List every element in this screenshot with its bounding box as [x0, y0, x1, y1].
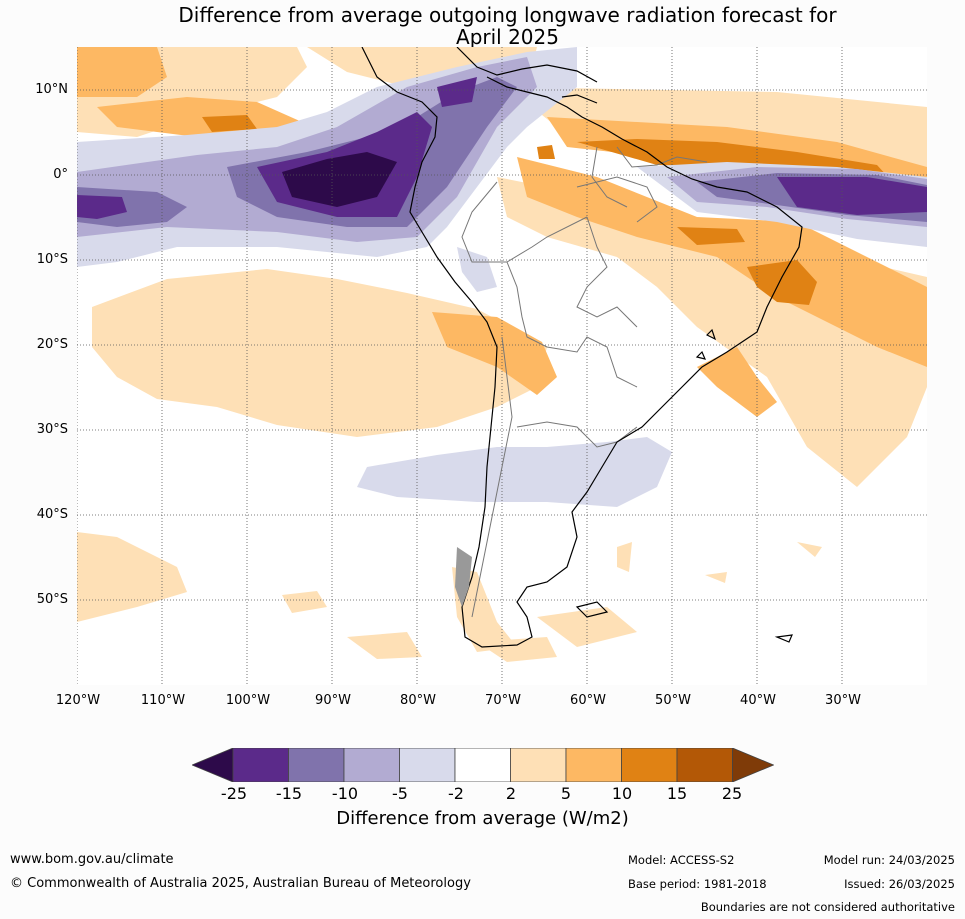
cbar-tick-neg10: -10	[331, 784, 359, 803]
copyright-text: © Commonwealth of Australia 2025, Austra…	[10, 876, 471, 891]
lon-label-30w: 30°W	[825, 693, 861, 708]
map-panel	[77, 47, 927, 685]
title-line-2: April 2025	[456, 25, 559, 49]
model-text: Model: ACCESS-S2	[628, 853, 735, 867]
lat-label-10s: 10°S	[36, 252, 68, 267]
cbar-tick-neg25: -25	[220, 784, 248, 803]
colorbar-segment	[399, 748, 456, 782]
colorbar-segment	[510, 748, 567, 782]
graticule	[77, 47, 927, 685]
cbar-tick-2: 2	[505, 784, 517, 803]
lat-label-50s: 50°S	[36, 592, 68, 607]
colorbar	[192, 748, 774, 782]
cbar-tick-10: 10	[611, 784, 633, 803]
base-period-text: Base period: 1981-2018	[628, 877, 767, 891]
cbar-tick-5: 5	[560, 784, 572, 803]
lon-label-100w: 100°W	[225, 693, 271, 708]
lat-label-0: 0°	[53, 167, 68, 182]
map-title: Difference from average outgoing longwav…	[0, 4, 965, 48]
colorbar-extend-high	[732, 748, 774, 782]
lon-label-50w: 50°W	[655, 693, 691, 708]
anomaly-fill-below-neg25	[282, 152, 397, 207]
colorbar-segment	[676, 748, 733, 782]
disclaimer-text: Boundaries are not considered authoritat…	[700, 900, 955, 914]
fjord-coast-shading	[455, 547, 472, 607]
lat-label-10n: 10°N	[35, 82, 68, 97]
issued-text: Issued: 26/03/2025	[844, 877, 955, 891]
colorbar-segment	[454, 748, 511, 782]
colorbar-segment	[565, 748, 622, 782]
cbar-tick-neg2: -2	[448, 784, 464, 803]
coastline	[361, 47, 803, 648]
website-text: www.bom.gov.au/climate	[10, 852, 174, 867]
lon-label-40w: 40°W	[740, 693, 776, 708]
colorbar-segment	[621, 748, 678, 782]
model-run-text: Model run: 24/03/2025	[823, 853, 955, 867]
colorbar-segment	[232, 748, 289, 782]
colorbar-label: Difference from average (W/m2)	[336, 808, 629, 829]
lon-label-80w: 80°W	[400, 693, 436, 708]
cbar-tick-15: 15	[666, 784, 688, 803]
cbar-tick-neg15: -15	[275, 784, 303, 803]
lon-label-70w: 70°W	[485, 693, 521, 708]
cbar-tick-neg5: -5	[392, 784, 408, 803]
lat-label-20s: 20°S	[36, 337, 68, 352]
colorbar-segment	[343, 748, 400, 782]
colorbar-segment	[288, 748, 345, 782]
lon-label-120w: 120°W	[55, 693, 101, 708]
lat-label-30s: 30°S	[36, 422, 68, 437]
lon-label-110w: 110°W	[140, 693, 186, 708]
lon-label-60w: 60°W	[570, 693, 606, 708]
colorbar-extend-low	[192, 748, 234, 782]
title-line-1: Difference from average outgoing longwav…	[178, 3, 837, 27]
cbar-tick-25: 25	[721, 784, 743, 803]
lat-label-40s: 40°S	[36, 507, 68, 522]
lon-label-90w: 90°W	[315, 693, 351, 708]
anomaly-map	[77, 47, 927, 685]
